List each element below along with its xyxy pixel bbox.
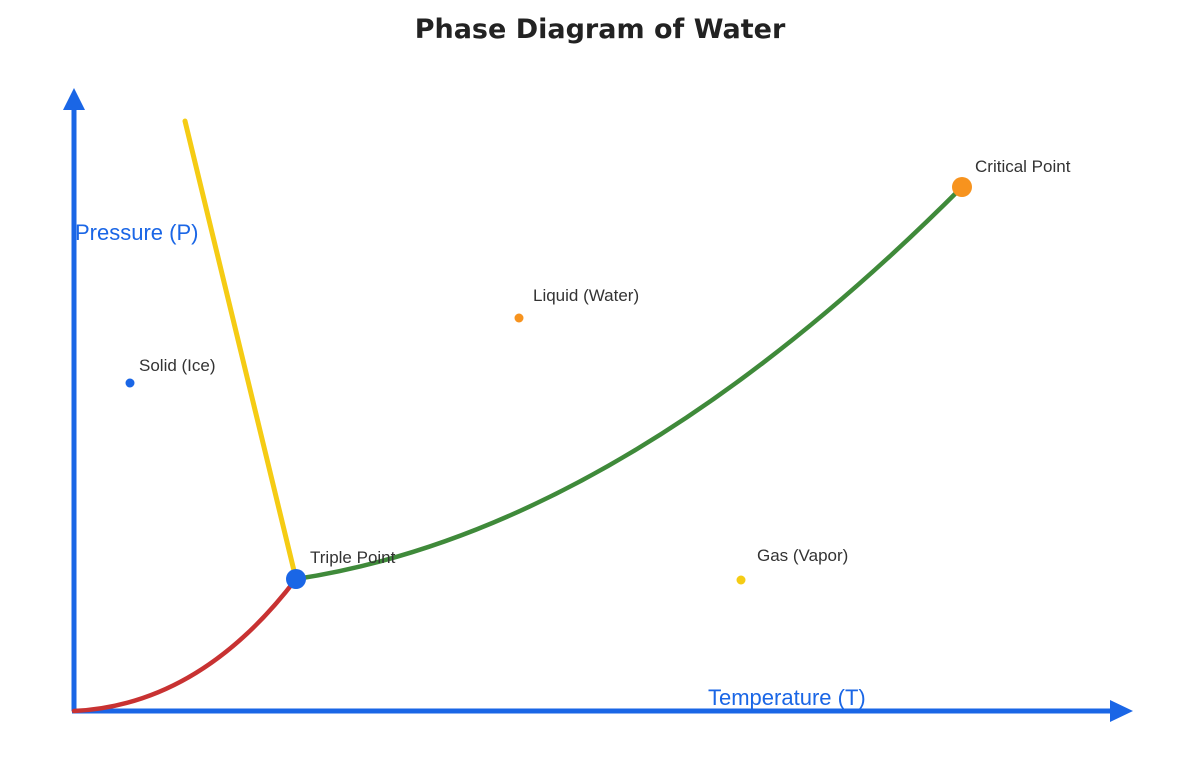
triple-point-marker [286, 569, 306, 589]
liquid-region-label: Liquid (Water) [533, 286, 639, 305]
pressure-axis-label: Pressure (P) [75, 220, 198, 245]
triple-point-label: Triple Point [310, 548, 396, 567]
critical-point-label: Critical Point [975, 157, 1071, 176]
vaporization-curve [293, 184, 965, 582]
fusion-curve [182, 118, 299, 582]
pressure-axis-arrow-icon [63, 88, 85, 110]
temperature-axis-label: Temperature (T) [708, 685, 866, 710]
liquid-region-marker [514, 313, 524, 323]
solid-region-marker [125, 378, 135, 388]
temperature-axis-arrow-icon [1110, 700, 1133, 722]
solid-region-label: Solid (Ice) [139, 356, 216, 375]
diagram-title: Phase Diagram of Water [415, 14, 786, 45]
gas-region-label: Gas (Vapor) [757, 546, 848, 565]
gas-region-marker [736, 575, 746, 585]
sublimation-curve [71, 576, 299, 714]
critical-point-marker [952, 177, 972, 197]
